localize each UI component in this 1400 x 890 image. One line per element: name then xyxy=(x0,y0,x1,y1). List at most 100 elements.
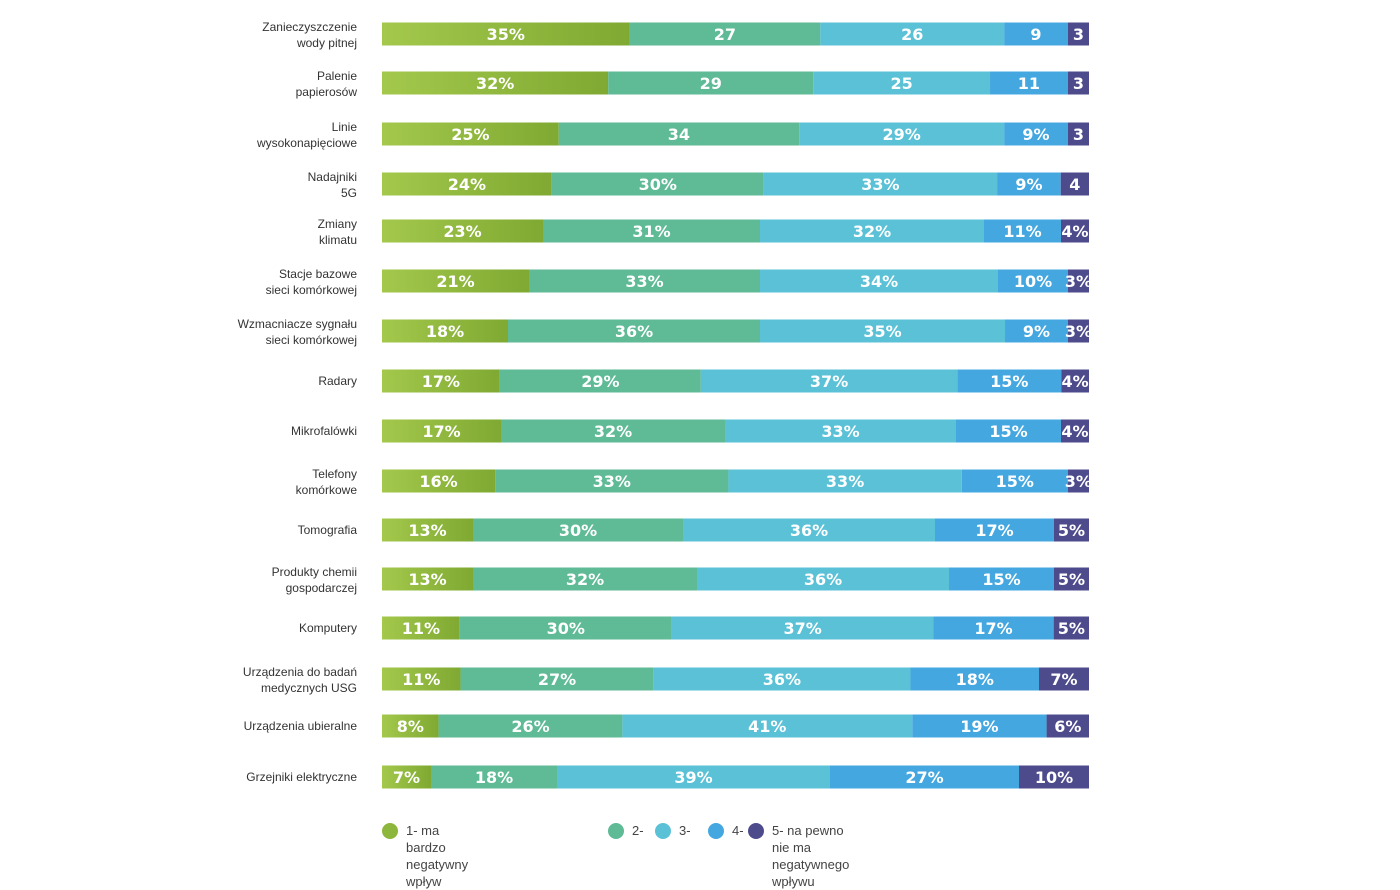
bar-value-label: 18% xyxy=(956,670,994,689)
bar-segment xyxy=(499,369,701,393)
bar-value-label: 9% xyxy=(1023,322,1050,341)
bar-segment xyxy=(933,616,1054,640)
bar-value-label: 5% xyxy=(1058,619,1085,638)
bar-value-label: 15% xyxy=(982,570,1020,589)
category-label: Urządzenia ubieralne xyxy=(244,719,358,733)
bar-value-label: 30% xyxy=(559,521,597,540)
bar-value-label: 4 xyxy=(1069,175,1080,194)
bar-segment xyxy=(799,122,1005,146)
bar-value-label: 25 xyxy=(891,74,913,93)
bar-value-label: 19% xyxy=(960,717,998,736)
bar-value-label: 5% xyxy=(1058,521,1085,540)
bar-segment xyxy=(460,667,654,691)
bar-segment xyxy=(508,319,760,343)
bar-value-label: 27% xyxy=(538,670,576,689)
bar-value-label: 18% xyxy=(426,322,464,341)
legend-label: 5- na pewno nie ma negatywnego wpływu xyxy=(772,823,850,889)
bar-segment xyxy=(382,518,473,542)
bar-segment xyxy=(473,518,683,542)
bar-segment xyxy=(431,765,557,789)
legend-label: 2- xyxy=(632,823,644,838)
bar-value-label: 27 xyxy=(714,25,736,44)
bar-segment xyxy=(382,71,609,95)
bar-value-label: 25% xyxy=(451,125,489,144)
bar-segment xyxy=(1019,765,1089,789)
bar-segment xyxy=(382,419,501,443)
category-label: Produkty chemii gospodarczej xyxy=(272,565,357,595)
bar-value-label: 15% xyxy=(989,422,1027,441)
bar-segment xyxy=(697,567,949,591)
bar-value-label: 30% xyxy=(547,619,585,638)
bar-segment xyxy=(622,714,913,738)
bar-segment xyxy=(1004,22,1068,46)
bar-segment xyxy=(558,122,800,146)
bar-segment xyxy=(1067,71,1089,95)
bar-value-label: 15% xyxy=(990,372,1028,391)
bar-segment xyxy=(984,219,1061,243)
bar-value-label: 10% xyxy=(1014,272,1052,291)
bar-value-label: 6% xyxy=(1054,717,1081,736)
bar-value-label: 11% xyxy=(402,670,440,689)
bar-segment xyxy=(760,319,1005,343)
bar-segment xyxy=(459,616,672,640)
category-label: Tomografia xyxy=(298,523,358,537)
category-label: Urządzenia do badań medycznych USG xyxy=(243,665,357,695)
bar-value-label: 39% xyxy=(674,768,712,787)
bar-segment xyxy=(956,419,1061,443)
bar-segment xyxy=(382,714,439,738)
category-label: Zmiany klimatu xyxy=(318,217,357,247)
bar-segment xyxy=(529,269,760,293)
bar-segment xyxy=(1067,122,1089,146)
bar-value-label: 9% xyxy=(1022,125,1049,144)
bar-segment xyxy=(990,71,1068,95)
bar-value-label: 32% xyxy=(853,222,891,241)
bar-segment xyxy=(949,567,1054,591)
bar-segment xyxy=(760,269,998,293)
bar-segment xyxy=(382,765,431,789)
bar-value-label: 15% xyxy=(996,472,1034,491)
legend-label: 4- xyxy=(732,823,744,838)
bar-value-label: 10% xyxy=(1035,768,1073,787)
bar-value-label: 33% xyxy=(821,422,859,441)
bar-value-label: 9% xyxy=(1015,175,1042,194)
bar-segment xyxy=(382,567,473,591)
bar-value-label: 35% xyxy=(487,25,525,44)
bar-segment xyxy=(671,616,934,640)
legend-label: 1- ma bardzo negatywny wpływ xyxy=(406,823,469,889)
category-label: Zanieczyszczenie wody pitnej xyxy=(262,20,357,50)
bar-value-label: 7% xyxy=(1050,670,1077,689)
bar-segment xyxy=(543,219,760,243)
legend-item: 1- ma bardzo negatywny wpływ xyxy=(382,822,468,890)
bar-segment xyxy=(382,319,508,343)
bar-value-label: 24% xyxy=(448,175,486,194)
bar-value-label: 17% xyxy=(974,619,1012,638)
bar-value-label: 8% xyxy=(397,717,424,736)
bar-segment xyxy=(608,71,814,95)
bar-value-label: 3% xyxy=(1065,272,1092,291)
bar-segment xyxy=(1053,616,1089,640)
bar-segment xyxy=(1068,319,1089,343)
bar-value-label: 33% xyxy=(826,472,864,491)
bar-value-label: 33% xyxy=(625,272,663,291)
bar-value-label: 3% xyxy=(1065,472,1092,491)
bar-value-label: 33% xyxy=(593,472,631,491)
bar-segment xyxy=(1054,567,1089,591)
bar-segment xyxy=(1054,518,1089,542)
bar-value-label: 32% xyxy=(476,74,514,93)
bar-value-label: 17% xyxy=(422,422,460,441)
category-label: Radary xyxy=(318,374,357,388)
bar-value-label: 17% xyxy=(422,372,460,391)
bar-segment xyxy=(501,419,725,443)
bar-segment xyxy=(382,22,630,46)
bar-segment xyxy=(935,518,1054,542)
bar-segment xyxy=(1061,419,1089,443)
bar-segment xyxy=(382,616,460,640)
bar-value-label: 11% xyxy=(402,619,440,638)
bar-value-label: 29% xyxy=(581,372,619,391)
bar-segment xyxy=(629,22,821,46)
bar-segment xyxy=(683,518,935,542)
bar-value-label: 23% xyxy=(443,222,481,241)
bar-segment xyxy=(382,369,500,393)
category-label: Grzejniki elektryczne xyxy=(246,770,357,784)
category-label: Wzmacniacze sygnału sieci komórkowej xyxy=(238,317,357,347)
